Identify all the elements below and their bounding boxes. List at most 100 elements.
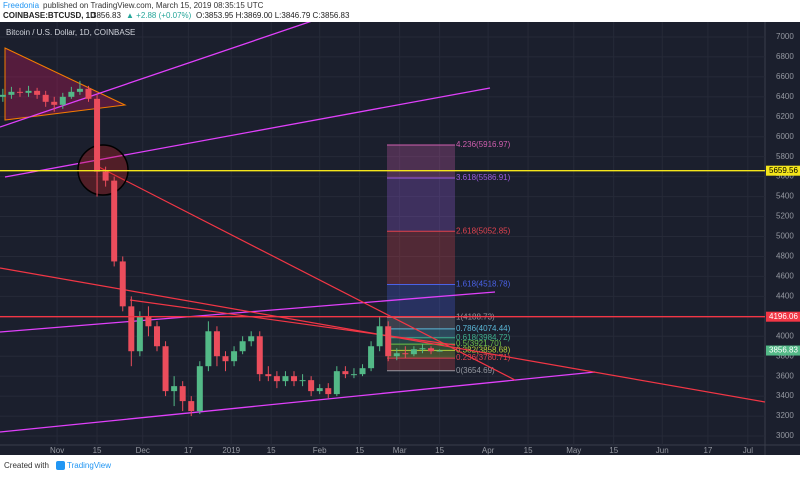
candle-body xyxy=(196,366,203,412)
trendline xyxy=(0,291,496,333)
candle-body xyxy=(16,91,23,93)
candle-body xyxy=(256,336,263,375)
fib-box: 4.236(5916.97) 3.618(5586.91) 2.618(5052.8… xyxy=(387,140,511,375)
candle-body xyxy=(136,316,143,352)
candle-body xyxy=(179,386,186,402)
candle-body xyxy=(102,171,109,181)
footer-bg xyxy=(0,455,800,475)
candle-body xyxy=(333,371,340,395)
ohlc: O:3853.95 H:3869.00 L:3846.79 C:3856.83 xyxy=(196,11,350,20)
candle-body xyxy=(316,388,323,392)
candle-body xyxy=(0,94,6,97)
published: published on TradingView.com, March 15, … xyxy=(43,1,264,10)
circle-marker xyxy=(77,144,129,196)
footer-text: Created with xyxy=(4,461,49,470)
fib-band xyxy=(387,344,455,351)
candle-body xyxy=(419,348,426,350)
y-tick-label: 5000 xyxy=(776,232,794,241)
x-tick-label: Mar xyxy=(393,446,407,455)
candle-body xyxy=(76,88,83,92)
candle-body xyxy=(145,316,152,327)
candle-body xyxy=(8,91,15,95)
candle-body xyxy=(385,326,392,357)
x-tick-label: May xyxy=(566,446,581,455)
y-tick-label: 6800 xyxy=(776,52,794,61)
y-tick-label: 4000 xyxy=(776,331,794,340)
y-tick-label: 5600 xyxy=(776,172,794,181)
footer-brand[interactable]: TradingView xyxy=(67,461,111,470)
y-tick-label: 4800 xyxy=(776,252,794,261)
x-tick-label: Jun xyxy=(656,446,669,455)
candle-body xyxy=(171,386,178,392)
fib-band xyxy=(387,350,455,359)
x-tick-label: Dec xyxy=(136,446,150,455)
candle-body xyxy=(239,341,246,352)
logo xyxy=(56,461,65,470)
x-tick-label: Jul xyxy=(743,446,753,455)
x-tick-label: 17 xyxy=(703,446,712,455)
y-tick-label: 6400 xyxy=(776,92,794,101)
candle-body xyxy=(342,371,349,375)
candle-body xyxy=(231,351,238,362)
level-tag xyxy=(766,311,800,322)
x-tick-label: 15 xyxy=(609,446,618,455)
candle-body xyxy=(282,376,289,382)
x-tick-label: Feb xyxy=(313,446,327,455)
x-tick-label: Apr xyxy=(482,446,495,455)
candle-body xyxy=(436,350,443,352)
trendline xyxy=(0,371,596,433)
candle-body xyxy=(291,376,298,382)
candle-body xyxy=(359,368,366,375)
x-tick-label: 15 xyxy=(267,446,276,455)
y-tick-label: 3600 xyxy=(776,371,794,380)
candle-body xyxy=(94,98,101,172)
trendline xyxy=(4,87,491,178)
y-tick-label: 4400 xyxy=(776,291,794,300)
y-tick-label: 5200 xyxy=(776,212,794,221)
fib-label: 2.618(5052.85) xyxy=(456,226,511,235)
y-tick-label: 3000 xyxy=(776,431,794,440)
trendline xyxy=(0,22,312,128)
fib-band xyxy=(387,145,455,178)
fib-label: 0.236(3780.71) xyxy=(456,353,511,362)
fib-label: 4.236(5916.97) xyxy=(456,140,511,149)
author[interactable]: Freedonia xyxy=(3,1,40,10)
fib-band xyxy=(387,284,455,318)
candle-body xyxy=(273,376,280,382)
price: 3856.83 xyxy=(92,11,121,20)
y-tick-label: 6600 xyxy=(776,72,794,81)
y-tick-label: 6000 xyxy=(776,132,794,141)
fib-band xyxy=(387,177,455,232)
x-tick-label: 15 xyxy=(93,446,102,455)
fib-label: 3.618(5586.91) xyxy=(456,173,511,182)
candle-body xyxy=(299,380,306,382)
fib-band xyxy=(387,328,455,338)
candle-body xyxy=(376,326,383,347)
candle-body xyxy=(308,380,315,392)
fib-band xyxy=(387,358,455,371)
candle-body xyxy=(350,374,357,376)
candle-body xyxy=(162,346,169,392)
candles xyxy=(0,80,443,417)
fib-label: 0.5(3921.70) xyxy=(456,339,502,348)
candle-body xyxy=(119,261,126,307)
fib-label: 0.382(3858.68) xyxy=(456,345,511,354)
candle-body xyxy=(34,90,41,95)
x-tick-label: 15 xyxy=(355,446,364,455)
change: ▲ +2.88 (+0.07%) xyxy=(126,11,192,20)
x-tick-label: 17 xyxy=(184,446,193,455)
y-tick-label: 5800 xyxy=(776,152,794,161)
chart-title: Bitcoin / U.S. Dollar, 1D, COINBASE xyxy=(6,28,135,37)
y-tick-label: 5400 xyxy=(776,192,794,201)
level-label: 5659.56 xyxy=(769,166,798,175)
candle-body xyxy=(248,336,255,342)
candle-body xyxy=(265,374,272,377)
level-label: 4196.06 xyxy=(769,312,798,321)
candle-body xyxy=(51,101,58,105)
x-tick-label: Nov xyxy=(50,446,64,455)
candle-body xyxy=(111,180,118,262)
header-bg xyxy=(0,0,800,22)
fib-label: 0.786(4074.44) xyxy=(456,324,511,333)
candle-body xyxy=(188,401,195,412)
